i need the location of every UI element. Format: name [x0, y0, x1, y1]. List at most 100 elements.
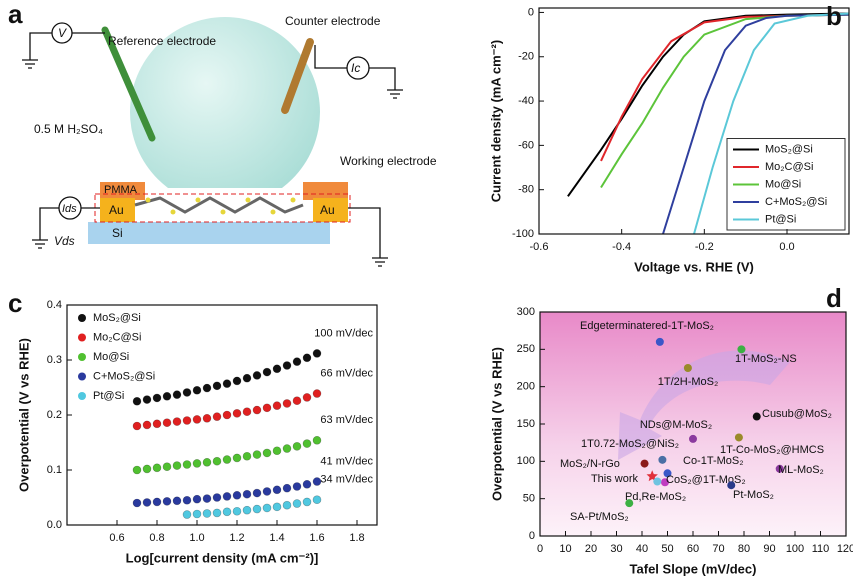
- label: Counter electrode: [285, 14, 381, 28]
- point: [689, 434, 697, 443]
- panel-letter: b: [826, 1, 842, 31]
- dot: [152, 419, 162, 429]
- dot: [212, 508, 222, 518]
- dot: [262, 503, 272, 513]
- dot: [132, 465, 142, 475]
- dot: [182, 388, 192, 397]
- y-axis-label: Overpotential (V vs RHE): [16, 338, 31, 492]
- x-tick-label: 10: [559, 543, 571, 555]
- dot: [292, 482, 302, 491]
- legend-label: Mo₂C@Si: [765, 161, 813, 173]
- dot: [312, 477, 322, 486]
- dot: [192, 509, 202, 519]
- y-tick-label: 0.4: [47, 299, 62, 311]
- dot: [172, 496, 182, 506]
- x-axis-label: Voltage vs. RHE (V): [634, 259, 754, 274]
- dot: [252, 488, 262, 498]
- label: Au: [320, 203, 335, 217]
- annotation: 34 mV/dec: [320, 474, 373, 486]
- line: [693, 12, 850, 235]
- legend-swatch: [78, 372, 86, 381]
- legend-swatch: [78, 392, 86, 400]
- point-label: 1T/2H-MoS₂: [658, 376, 719, 388]
- point-label: CoS₂@1T-MoS₂: [666, 474, 746, 486]
- point-label: 1T-MoS₂-NS: [735, 353, 797, 365]
- dot: [242, 451, 252, 461]
- dot: [172, 417, 182, 426]
- dot: [272, 401, 282, 410]
- dot: [182, 416, 192, 425]
- dot: [262, 403, 272, 413]
- y-tick-label: 250: [517, 343, 535, 355]
- y-tick-label: -40: [518, 95, 534, 107]
- dot: [202, 413, 212, 423]
- dot: [282, 483, 292, 493]
- dot: [262, 367, 272, 377]
- label: Au: [109, 203, 124, 217]
- dot: [202, 383, 212, 393]
- point: [752, 412, 761, 421]
- x-tick-label: 20: [585, 543, 597, 555]
- annotation: 41 mV/dec: [320, 455, 373, 467]
- dot: [222, 410, 232, 420]
- dot: [292, 357, 302, 366]
- dot: [232, 376, 242, 386]
- dot: [192, 415, 202, 424]
- dot: [262, 448, 272, 458]
- x-tick-label: 100: [786, 543, 804, 555]
- legend-label: Mo@Si: [93, 351, 129, 363]
- dot: [232, 506, 242, 516]
- reference-electrode: [101, 26, 156, 142]
- dot: [272, 446, 282, 456]
- point-label: Co-1T-MoS₂: [683, 455, 744, 467]
- dot: [222, 455, 232, 464]
- dot: [182, 495, 192, 505]
- dot: [222, 379, 232, 388]
- dot: [152, 497, 162, 507]
- dot: [302, 439, 312, 448]
- y-tick-label: 0.2: [47, 409, 62, 421]
- x-tick-label: -0.2: [695, 241, 714, 253]
- annotation: 63 mV/dec: [320, 414, 373, 426]
- mos2-layer: [134, 196, 304, 215]
- trend-arrow: [618, 350, 790, 460]
- dot: [292, 442, 302, 451]
- annotation: 66 mV/dec: [320, 367, 373, 379]
- dot: [232, 453, 242, 463]
- point: [663, 469, 672, 478]
- legend-swatch: [78, 353, 86, 361]
- x-tick-label: 90: [763, 543, 775, 555]
- y-tick-label: 0: [529, 530, 535, 542]
- x-tick-label: 0: [537, 543, 543, 555]
- legend-label: Pt@Si: [93, 390, 124, 402]
- x-tick-label: 1.4: [269, 532, 284, 544]
- dot: [252, 371, 262, 380]
- dot: [242, 489, 252, 499]
- au-left: [100, 198, 135, 222]
- dot: [142, 420, 152, 430]
- label: Ic: [351, 61, 360, 75]
- dot: [182, 460, 192, 469]
- dot: [302, 479, 312, 489]
- dot: [292, 499, 302, 508]
- dot: [232, 409, 242, 418]
- dot: [272, 364, 282, 374]
- wiring: [22, 22, 403, 267]
- x-tick-label: 120: [837, 543, 853, 555]
- diagram: a Reference electrode Counter electrode …: [8, 0, 437, 267]
- dot: [292, 396, 302, 406]
- dot: [132, 421, 142, 431]
- dot: [212, 381, 222, 391]
- point-label: Pd,Re-MoS₂: [625, 491, 686, 503]
- dot: [272, 485, 282, 495]
- legend-label: C+MoS₂@Si: [765, 196, 827, 208]
- point-label: NDs@M-MoS₂: [640, 419, 712, 431]
- y-tick-label: 0.1: [47, 464, 62, 476]
- point-label: MoS₂/N-rGo: [560, 458, 620, 470]
- dot: [302, 353, 312, 363]
- y-tick-label: 50: [523, 493, 535, 505]
- label: 0.5 M H₂SO₄: [34, 122, 103, 136]
- label: V: [58, 26, 67, 40]
- label: Working electrode: [340, 154, 437, 168]
- point-label: 1T0.72-MoS₂@NiS₂: [581, 438, 679, 450]
